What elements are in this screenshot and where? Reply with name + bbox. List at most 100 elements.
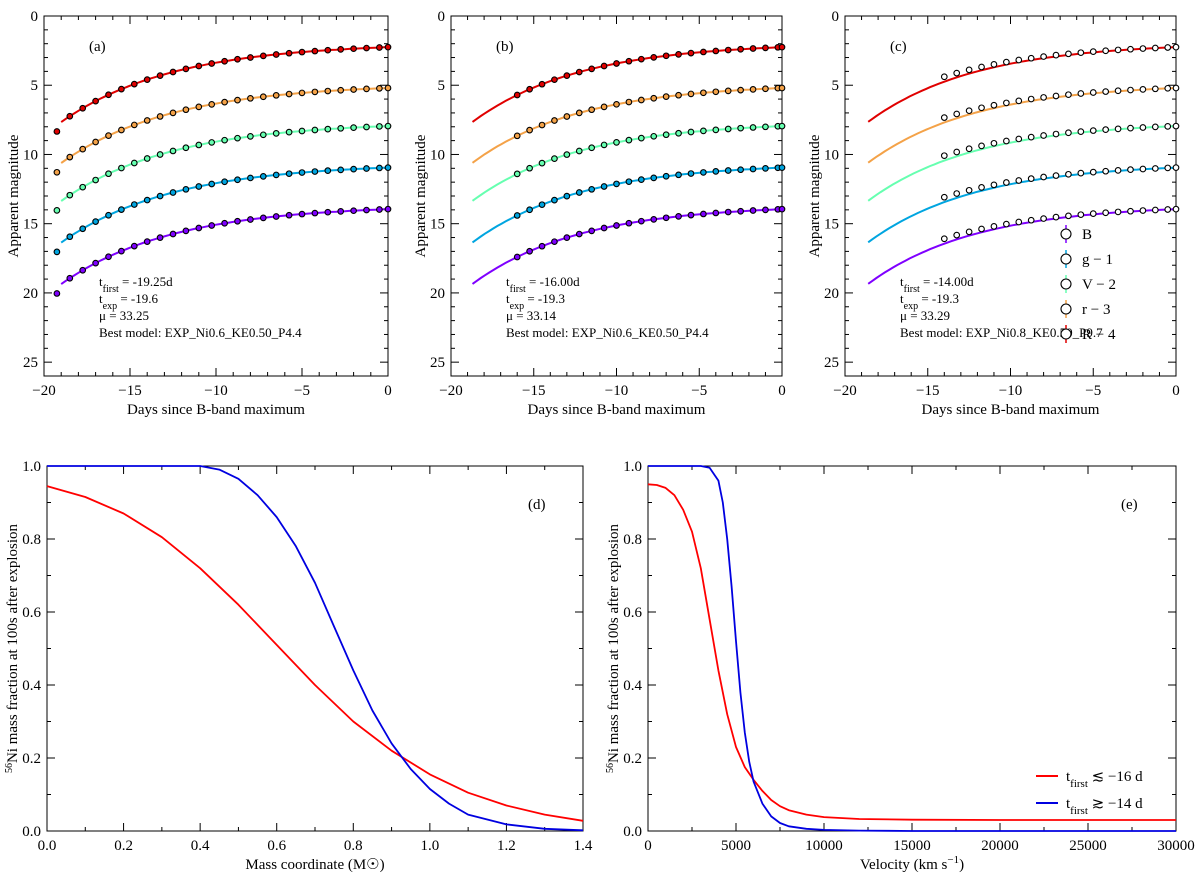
y-tick-label: 20: [824, 286, 839, 302]
legend-label-3: r − 3: [1082, 302, 1110, 318]
obs-point: [182, 65, 190, 73]
obs-point: [118, 85, 125, 93]
obs-point: [1164, 123, 1172, 130]
obs-point: [1164, 44, 1172, 51]
obs-point: [1065, 50, 1072, 58]
obs-point: [662, 93, 670, 100]
obs-point: [1077, 128, 1085, 135]
obs-point: [298, 210, 306, 218]
obs-point: [563, 234, 571, 242]
y-axis-label: Apparent magnitude: [6, 134, 22, 257]
x-tick-label: −10: [999, 383, 1022, 399]
obs-point: [650, 174, 658, 182]
obs-point: [169, 230, 177, 238]
model-curve-3: [471, 87, 779, 164]
x-tick-label: −5: [1085, 383, 1101, 399]
obs-point: [298, 169, 306, 176]
obs-point: [762, 123, 769, 131]
annotation-mu: μ = 33.14: [506, 308, 557, 323]
obs-point: [247, 133, 254, 140]
obs-point: [384, 122, 392, 130]
obs-point: [1065, 212, 1072, 220]
y-tick-label: 20: [23, 286, 38, 302]
obs-point: [324, 167, 332, 175]
obs-point: [588, 185, 596, 193]
obs-point: [724, 87, 732, 95]
obs-point: [1151, 85, 1159, 93]
obs-point: [712, 88, 720, 96]
obs-point: [650, 54, 658, 61]
y-tick-label: 0.4: [22, 678, 41, 694]
x-axis-label: Mass coordinate (M☉): [245, 857, 384, 873]
obs-point: [965, 145, 973, 153]
obs-point: [182, 227, 190, 235]
obs-point: [513, 212, 521, 219]
obs-point: [195, 62, 203, 70]
obs-point: [221, 219, 228, 227]
obs-point: [66, 233, 74, 241]
y-axis-label: 56Ni mass fraction at 100s after explosi…: [4, 523, 22, 773]
obs-point: [272, 130, 280, 137]
x-tick-label: 20000: [981, 838, 1019, 854]
obs-point: [384, 205, 392, 213]
obs-point: [259, 173, 267, 180]
obs-point: [79, 104, 87, 112]
obs-point: [662, 52, 670, 60]
legend-label-1: g − 1: [1082, 252, 1113, 268]
x-tick-label: −10: [204, 383, 227, 399]
obs-point: [1040, 53, 1047, 60]
obs-point: [92, 259, 99, 267]
y-tick-label: 1.0: [623, 459, 642, 475]
y-tick-label: 10: [824, 147, 839, 163]
ni-curve-0: [647, 483, 1176, 821]
obs-point: [687, 128, 695, 136]
obs-point: [675, 171, 682, 179]
obs-point: [613, 222, 620, 229]
obs-point: [613, 180, 620, 188]
obs-point: [662, 214, 670, 222]
y-tick-label: 0.0: [623, 824, 642, 840]
obs-point: [350, 45, 357, 53]
obs-point: [1151, 44, 1159, 52]
obs-point: [712, 209, 720, 217]
obs-point: [625, 57, 633, 65]
obs-point: [169, 189, 177, 196]
obs-point: [234, 55, 241, 63]
obs-point: [940, 193, 948, 201]
x-tick-label: −5: [294, 383, 310, 399]
obs-point: [749, 165, 757, 173]
obs-point: [1065, 129, 1072, 137]
obs-point: [1139, 86, 1147, 93]
obs-point: [130, 159, 138, 167]
obs-point: [1052, 51, 1060, 59]
obs-point: [130, 80, 138, 88]
obs-point: [1027, 175, 1035, 183]
obs-point: [350, 207, 357, 215]
obs-point: [130, 201, 138, 208]
obs-point: [285, 128, 293, 136]
obs-point: [1065, 91, 1072, 99]
legend-label-0: B: [1082, 227, 1092, 243]
obs-point: [965, 228, 973, 236]
y-tick-label: 0.2: [623, 751, 642, 767]
obs-point: [613, 100, 620, 108]
obs-point: [324, 46, 332, 54]
obs-point: [1027, 54, 1035, 62]
obs-point: [953, 231, 961, 239]
x-tick-label: −15: [916, 383, 939, 399]
obs-point: [384, 164, 392, 171]
obs-point: [650, 216, 658, 223]
obs-point: [724, 125, 732, 133]
obs-point: [778, 122, 786, 130]
obs-point: [1127, 207, 1134, 215]
y-axis-label: 56Ni mass fraction at 100s after explosi…: [605, 523, 623, 773]
obs-point: [778, 84, 786, 92]
x-tick-label: 0: [384, 383, 392, 399]
obs-point: [1027, 133, 1035, 141]
obs-point: [337, 124, 345, 132]
obs-point: [1040, 132, 1047, 139]
obs-point: [940, 235, 948, 243]
obs-point: [363, 123, 370, 131]
x-axis-label: Velocity (km s−1): [860, 854, 964, 873]
y-axis-label: Apparent magnitude: [807, 134, 823, 257]
